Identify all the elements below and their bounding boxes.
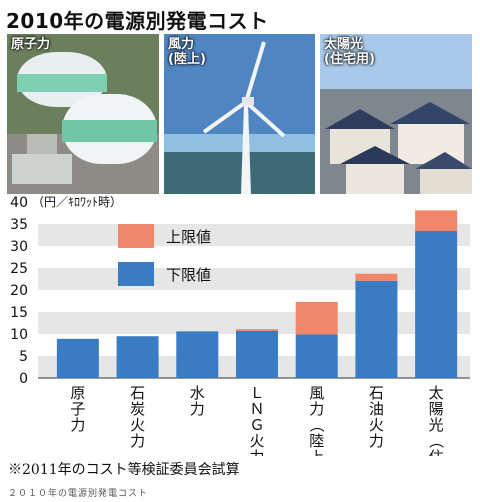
grid-band [38,224,470,246]
bar-upper-5 [355,273,398,281]
x-tick-label-char: 太 [429,384,444,402]
x-tick-label-char: 光 [429,416,444,434]
bar-lower-3 [236,330,278,378]
legend-label-lower: 下限値 [166,266,211,284]
bar-lower-1 [116,336,159,378]
y-tick-label: 40 [10,195,28,211]
y-tick-label: 5 [19,349,28,365]
legend-swatch-upper [118,224,154,248]
x-tick-label-char: （ [308,417,326,432]
x-tick-label-char: 陸 [309,432,324,450]
x-tick-label-char: Ｌ [249,384,264,402]
x-tick-label-char: 火 [130,416,145,434]
bar-upper-6 [415,210,458,232]
y-axis-ticks: 0 5 10 15 20 25 30 35 40 [10,195,28,387]
x-tick-label-char: 陽 [429,400,444,418]
grid-band [38,246,470,268]
y-tick-label: 0 [19,371,28,387]
y-tick-label: 35 [10,217,28,233]
nuclear-plant-photo: 原子力 [7,34,159,194]
bar-lower-2 [176,331,219,378]
nuclear-plant-illustration [7,34,159,194]
y-tick-label: 10 [10,327,28,343]
bar-upper-4 [295,301,338,335]
y-tick-label: 20 [10,283,28,299]
x-tick-label-char: 油 [369,400,384,418]
grid-band [38,290,470,312]
y-tick-label: 25 [10,261,28,277]
bar-lower-5 [355,280,398,378]
x-tick-label-char: Ｇ [249,416,264,434]
x-tick-label-char: 原 [70,384,85,402]
x-tick-label-char: 力 [190,400,205,418]
x-tick-label-char: 石 [130,384,145,402]
wind-turbine-photo: 風力 (陸上) [164,34,315,194]
chart-title: 2010年の電源別発電コスト [6,9,269,33]
x-tick-label-char: 上 [309,448,324,456]
x-tick-label-char: 力 [130,432,145,450]
bar-upper-3 [236,329,278,331]
photo-label-wind: 風力 (陸上) [168,37,206,67]
x-tick-label-char: 炭 [130,400,145,418]
x-tick-label-char: 力 [309,400,324,418]
grid-band [38,268,470,290]
photo-label-nuclear: 原子力 [11,37,51,52]
footnote: ※2011年のコスト等検証委員会試算 [8,462,240,478]
bar-lower-6 [415,231,458,378]
y-axis-unit-label: （円／ｷﾛﾜｯﾄ時） [32,195,122,209]
bar-lower-0 [56,338,99,378]
y-tick-label: 15 [10,305,28,321]
x-tick-label-char: 力 [249,448,264,456]
x-tick-label-char: 水 [190,384,205,402]
solar-houses-photo: 太陽光 (住宅用) [320,34,472,194]
wind-turbine-illustration [164,34,315,194]
image-caption: ２０１０年の電源別発電コスト [8,489,149,499]
grid-band [38,202,470,224]
photo-label-solar: 太陽光 (住宅用) [324,37,375,67]
solar-houses-illustration [320,34,472,194]
x-tick-label-char: 風 [309,384,324,402]
x-tick-label-char: 火 [249,432,264,450]
legend-swatch-lower [118,262,154,286]
x-tick-label-char: Ｎ [249,400,264,418]
x-tick-label-char: 子 [70,400,85,418]
bars-group [56,210,458,378]
legend: 上限値 下限値 [118,224,211,286]
x-tick-label-char: 力 [70,416,85,434]
x-tick-label-char: 力 [369,432,384,450]
legend-label-upper: 上限値 [166,228,211,246]
x-tick-label-char: 住 [429,448,444,456]
x-tick-label-char: 石 [369,384,384,402]
bar-lower-4 [295,334,338,378]
x-tick-label-char: （ [427,433,445,448]
x-tick-label-char: 火 [369,416,384,434]
y-tick-label: 30 [10,239,28,255]
